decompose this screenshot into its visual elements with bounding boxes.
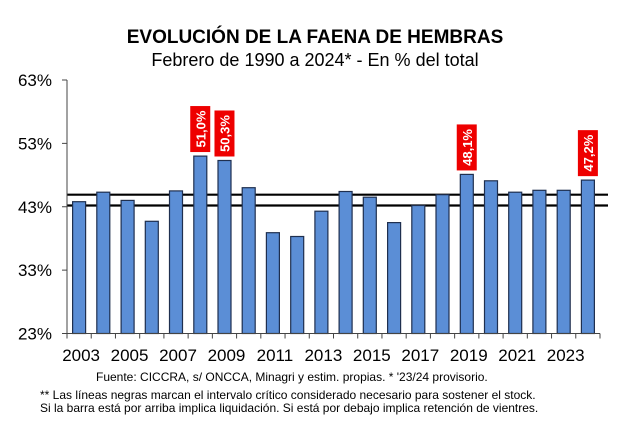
bar-2018 bbox=[435, 194, 450, 335]
bar-2012 bbox=[290, 235, 305, 335]
bar-2004 bbox=[96, 191, 111, 335]
x-tick-label: 2019 bbox=[450, 346, 488, 365]
bar-2005 bbox=[120, 199, 135, 335]
y-tick-label: 43% bbox=[18, 198, 52, 217]
bar-2020 bbox=[483, 180, 499, 335]
x-tick-label: 2011 bbox=[257, 346, 294, 365]
x-tick-label: 2003 bbox=[62, 346, 100, 365]
axes: 23% 33% 43% 53% 63% 2003 2005 2007 2009 2011 2013 2… bbox=[18, 71, 601, 365]
bar-2022 bbox=[532, 189, 547, 335]
data-label-2019: 48,1% bbox=[456, 124, 477, 171]
bar-2021 bbox=[508, 191, 523, 335]
data-label-2009: 50,3% bbox=[214, 110, 235, 157]
bar-2007 bbox=[168, 190, 184, 335]
data-label-box bbox=[190, 106, 211, 153]
chart-subtitle: Febrero de 1990 a 2024* - En % del total bbox=[151, 50, 479, 70]
bar-2015 bbox=[362, 196, 377, 335]
data-label-text: 51,0% bbox=[193, 110, 208, 147]
x-tick-label: 2021 bbox=[498, 346, 536, 365]
bar-2016 bbox=[387, 222, 402, 335]
y-tick-label: 23% bbox=[18, 325, 52, 344]
bar-2010 bbox=[241, 187, 256, 335]
bar-2017 bbox=[411, 204, 426, 335]
x-tick-label: 2013 bbox=[304, 346, 342, 365]
data-label-box bbox=[214, 110, 235, 157]
x-tick-label: 2023 bbox=[547, 346, 585, 365]
data-label-2008: 51,0% bbox=[190, 106, 211, 153]
y-tick-label: 33% bbox=[18, 261, 52, 280]
x-tick-label: 2005 bbox=[111, 346, 149, 365]
data-label-text: 48,1% bbox=[460, 129, 475, 166]
y-tick-label: 53% bbox=[18, 134, 52, 153]
x-tick-label: 2017 bbox=[401, 346, 439, 365]
data-label-2024: 47,2% bbox=[577, 130, 598, 177]
bar-2003 bbox=[71, 201, 87, 335]
data-label-box bbox=[456, 124, 477, 171]
bars bbox=[71, 155, 596, 335]
data-label-text: 47,2% bbox=[581, 134, 596, 171]
bar-2013 bbox=[314, 210, 329, 335]
bar-2024 bbox=[580, 179, 596, 335]
bar-2009 bbox=[217, 159, 232, 335]
y-tick-label: 63% bbox=[18, 71, 52, 90]
data-labels: 51,0% 50,3% 48,1% 47,2% bbox=[190, 106, 598, 177]
data-label-text: 50,3% bbox=[217, 115, 232, 152]
bar-2019 bbox=[459, 173, 474, 335]
bar-2006 bbox=[144, 220, 159, 335]
bar-2011 bbox=[265, 232, 280, 335]
bar-2008 bbox=[193, 155, 208, 335]
bar-2023 bbox=[556, 189, 571, 335]
x-tick-label: 2015 bbox=[353, 346, 391, 365]
footnote-line-1: ** Las líneas negras marcan el intervalo… bbox=[40, 388, 536, 402]
bar-2014 bbox=[338, 190, 353, 335]
data-label-box bbox=[577, 130, 598, 177]
footnote-line-2: Si la barra está por arriba implica liqu… bbox=[40, 401, 539, 415]
x-tick-label: 2007 bbox=[159, 346, 197, 365]
x-tick-label: 2009 bbox=[208, 346, 246, 365]
reference-lines bbox=[67, 193, 608, 207]
chart-title: EVOLUCIÓN DE LA FAENA DE HEMBRAS bbox=[126, 27, 504, 48]
source-note: Fuente: CICCRA, s/ ONCCA, Minagri y esti… bbox=[96, 370, 488, 384]
